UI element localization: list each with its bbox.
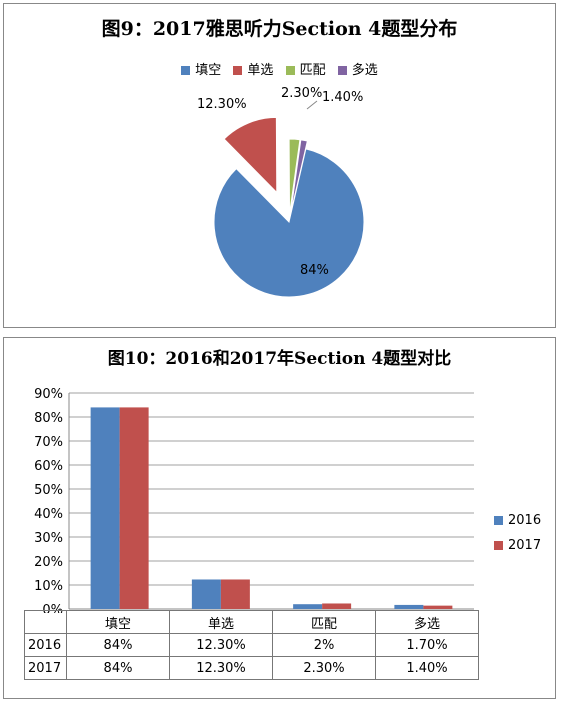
table-header-cell: 匹配 (272, 610, 376, 634)
legend-label: 单选 (247, 63, 274, 78)
pie-slice-2 (288, 138, 301, 215)
pie-label-multi: 1.40% (322, 90, 363, 105)
pie-label-match: 2.30% (281, 86, 322, 101)
bar-2016-2 (293, 604, 323, 609)
table-cell: 1.70% (375, 633, 479, 657)
legend-swatch (233, 66, 243, 75)
y-tick-label: 90% (34, 387, 63, 402)
pie-legend-item-fill: 填空 (181, 59, 221, 78)
pie-legend-item-multi: 多选 (337, 59, 378, 78)
y-tick-label: 60% (34, 459, 63, 474)
bar-chart-panel: 图10：2016和2017年Section 4题型对比 0% 10% 20% 30% 4… (3, 337, 556, 699)
y-tick-label: 10% (34, 579, 63, 594)
table-header-cell: 填空 (66, 610, 170, 634)
bar-2016-1 (191, 579, 221, 609)
y-tick-label: 30% (34, 531, 63, 546)
bar-2016-0 (90, 407, 120, 609)
legend-label: 填空 (195, 63, 222, 78)
table-header-cell: 单选 (169, 610, 273, 634)
table-cell: 2% (272, 633, 376, 657)
table-cell: 1.40% (375, 656, 479, 680)
pie-legend: 填空 单选 匹配 多选 (4, 59, 555, 78)
y-tick-label: 40% (34, 507, 63, 522)
pie-legend-item-single: 单选 (233, 59, 273, 78)
bar-2016-3 (394, 604, 424, 609)
y-tick-label: 80% (34, 411, 63, 426)
pie-label-fill: 84% (300, 263, 329, 278)
table-header-cell: 多选 (375, 610, 479, 634)
pie-label-single: 12.30% (197, 97, 247, 112)
pie-leader-line (306, 100, 318, 110)
bar-2017-1 (220, 579, 250, 609)
bar-2017-3 (423, 605, 453, 609)
table-header-row: 填空 单选 匹配 多选 (24, 610, 479, 634)
table-row-label: 2016 (24, 633, 67, 657)
pie-slice-3 (289, 139, 308, 215)
bar-2017-2 (322, 603, 352, 609)
y-tick-label: 20% (34, 555, 63, 570)
pie-chart-panel: 图9：2017雅思听力Section 4题型分布 填空 单选 匹配 多选 2.3… (3, 3, 556, 328)
y-tick-label: 50% (34, 483, 63, 498)
table-cell: 2.30% (272, 656, 376, 680)
legend-label: 2017 (508, 538, 542, 553)
legend-swatch (285, 66, 295, 75)
legend-swatch (494, 541, 503, 550)
bar-legend: 2016 2017 (494, 513, 541, 563)
table-row: 2017 84% 12.30% 2.30% 1.40% (24, 656, 479, 680)
y-tick-label: 70% (34, 435, 63, 450)
table-cell: 12.30% (169, 633, 273, 657)
table-row-label: 2017 (24, 656, 67, 680)
y-tick-label: 0% (42, 603, 63, 613)
table-cell: 84% (66, 656, 170, 680)
bar-2017-0 (119, 407, 149, 609)
table-row: 2016 84% 12.30% 2% 1.70% (24, 633, 479, 657)
legend-label: 多选 (351, 63, 378, 78)
table-cell: 84% (66, 633, 170, 657)
pie-legend-item-match: 匹配 (285, 59, 326, 78)
pie-chart-title: 图9：2017雅思听力Section 4题型分布 (101, 18, 458, 40)
bar-chart-title: 图10：2016和2017年Section 4题型对比 (107, 349, 452, 369)
legend-label: 匹配 (299, 63, 326, 78)
bar-legend-item-2017: 2017 (494, 538, 541, 553)
legend-swatch (494, 516, 503, 525)
pie-slice-0 (213, 148, 365, 298)
legend-swatch (181, 66, 191, 75)
legend-label: 2016 (508, 513, 542, 528)
pie-chart-plot: 2.30% 1.40% 12.30% 84% (197, 86, 365, 298)
bar-chart-plot: 0% 10% 20% 30% 40% 50% 60% 70% 80% 90% (34, 387, 474, 613)
legend-swatch (337, 66, 347, 75)
table-cell: 12.30% (169, 656, 273, 680)
pie-slice-1 (223, 116, 278, 194)
table-corner-cell (24, 610, 67, 634)
bar-data-table: 填空 单选 匹配 多选 2016 84% 12.30% 2% 1.70% 201… (24, 610, 479, 680)
bar-legend-item-2016: 2016 (494, 513, 541, 528)
